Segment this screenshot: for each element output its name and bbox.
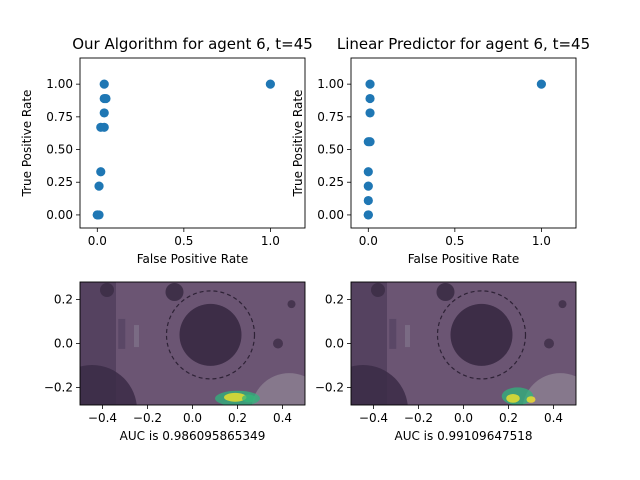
y-tick-label: 0.50 (46, 143, 73, 157)
chart-panel-4: −0.4 −0.2 0.0 0.2 0.4 −0.2 0.0 0.2 AUC is 0.9910… (315, 281, 577, 443)
top-tree (371, 283, 385, 297)
heat-hotspot (526, 396, 536, 403)
top-tree (436, 283, 455, 301)
roc-point (99, 122, 109, 132)
y-tick-label: 0.50 (317, 143, 344, 157)
roc-point (363, 210, 373, 220)
aerial-image (351, 282, 576, 405)
roc-point (94, 210, 104, 220)
roc-point (265, 79, 275, 89)
roc-point (363, 181, 373, 191)
building-block (134, 325, 139, 348)
roc-point (363, 195, 373, 206)
x-tick-label: −0.4 (359, 411, 388, 425)
y-tick-label: 0.0 (54, 337, 73, 351)
x-tick-label: 0.2 (499, 411, 518, 425)
x-tick-label: −0.2 (133, 411, 162, 425)
aerial-image (80, 282, 305, 405)
x-tick-label: 0.0 (88, 234, 107, 248)
x-axis-label: False Positive Rate (137, 252, 249, 266)
small-tree (273, 338, 283, 349)
y-tick-label: 0.75 (317, 110, 344, 124)
x-axis-label: AUC is 0.99109647518 (394, 429, 532, 443)
y-axis-label: True Positive Rate (20, 90, 34, 198)
roc-point (365, 93, 375, 104)
y-axis-label: True Positive Rate (291, 90, 305, 198)
building-block (118, 318, 126, 349)
roc-point (536, 79, 546, 89)
y-tick-label: 0.0 (325, 337, 344, 351)
x-tick-label: 0.2 (228, 411, 247, 425)
y-tick-label: −0.2 (44, 380, 73, 394)
x-axis-label: False Positive Rate (408, 252, 520, 266)
heat-hotspot (242, 394, 256, 403)
y-tick-label: 0.25 (317, 175, 344, 189)
x-axis-label: AUC is 0.986095865349 (120, 429, 266, 443)
right-bottom-plaza (522, 373, 576, 405)
y-tick-label: −0.2 (315, 380, 344, 394)
building-block (405, 325, 410, 348)
chart-panel-1: Our Algorithm for agent 6, t=45 0.0 0.5 1.0… (20, 35, 313, 266)
x-tick-label: −0.4 (88, 411, 117, 425)
roc-point (99, 79, 109, 89)
y-tick-label: 0.00 (317, 208, 344, 222)
roc-point (363, 167, 373, 177)
small-tree (287, 300, 296, 309)
x-tick-label: 0.0 (359, 234, 378, 248)
right-bottom-plaza (251, 373, 305, 405)
roc-point (365, 108, 375, 118)
axes-frame (79, 57, 306, 229)
x-tick-label: 0.4 (544, 411, 563, 425)
roc-point (365, 79, 375, 89)
x-tick-label: 0.5 (174, 234, 193, 248)
top-tree (165, 283, 184, 301)
left-bottom-tree (80, 365, 137, 405)
axes-frame (350, 57, 577, 229)
small-tree (544, 338, 554, 349)
y-tick-label: 0.2 (325, 293, 344, 307)
chart-panel-2: Linear Predictor for agent 6, t=45 0.0 0.5… (291, 35, 590, 266)
y-tick-label: 0.00 (46, 208, 73, 222)
x-tick-label: 0.0 (183, 411, 202, 425)
heat-hotspot (224, 392, 247, 402)
y-tick-label: 1.00 (317, 77, 344, 91)
y-tick-label: 0.2 (54, 293, 73, 307)
y-tick-label: 1.00 (46, 77, 73, 91)
x-tick-label: 0.0 (454, 411, 473, 425)
roundabout-ring (436, 290, 527, 380)
x-tick-label: 0.5 (445, 234, 464, 248)
left-bottom-tree (351, 365, 408, 405)
chart-title: Linear Predictor for agent 6, t=45 (337, 35, 590, 53)
small-tree (558, 300, 567, 309)
y-tick-label: 0.25 (46, 175, 73, 189)
building-block (389, 318, 397, 349)
chart-panel-3: −0.4 −0.2 0.0 0.2 0.4 −0.2 0.0 0.2 AUC is 0.9860… (44, 281, 306, 443)
chart-title: Our Algorithm for agent 6, t=45 (72, 35, 313, 53)
roundabout-ring (165, 290, 256, 380)
x-tick-label: 1.0 (532, 234, 551, 248)
central-tree (450, 303, 513, 366)
y-tick-label: 0.75 (46, 110, 73, 124)
roc-point (99, 108, 109, 118)
x-tick-label: −0.2 (404, 411, 433, 425)
roc-point (101, 93, 111, 104)
top-tree (100, 283, 114, 297)
roc-point (94, 181, 104, 191)
x-tick-label: 1.0 (261, 234, 280, 248)
heat-hotspot (506, 394, 520, 403)
x-tick-label: 0.4 (273, 411, 292, 425)
roc-point (96, 167, 106, 177)
roc-point (365, 137, 375, 147)
central-tree (179, 303, 242, 366)
